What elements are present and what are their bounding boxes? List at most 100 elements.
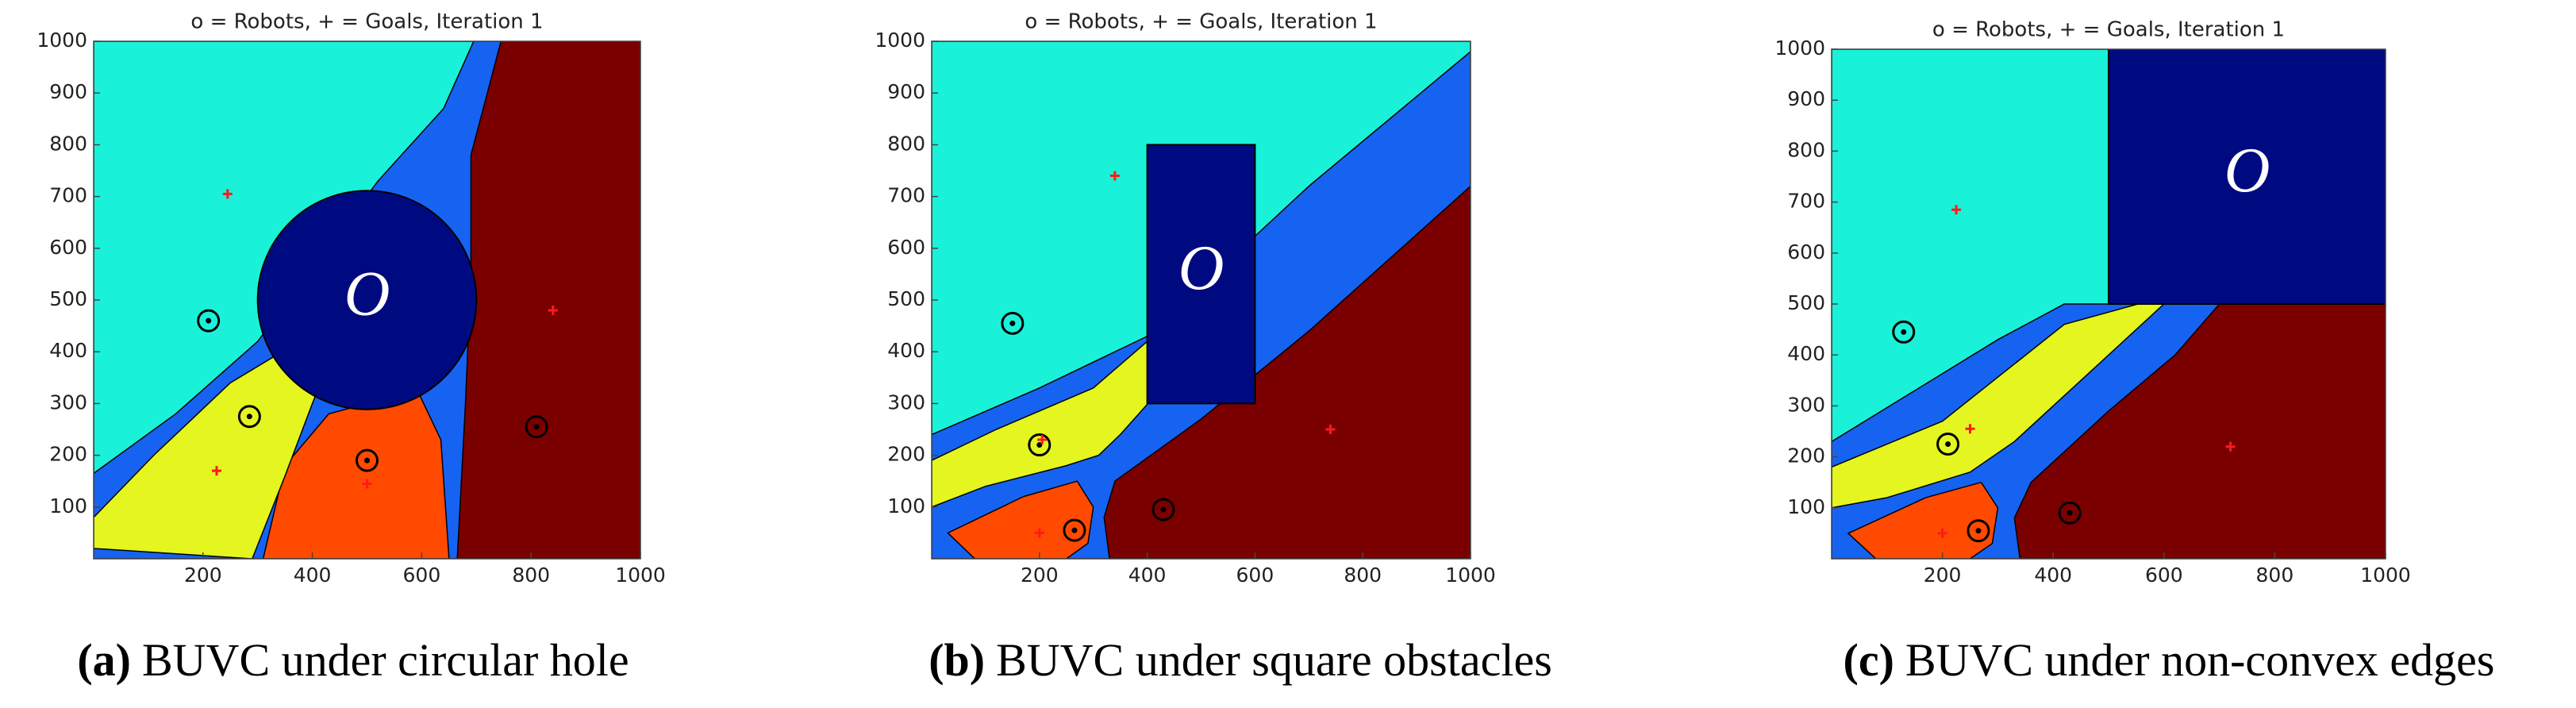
region bbox=[1847, 481, 1999, 559]
y-tick-label: 100 bbox=[887, 494, 925, 518]
y-tick-label: 500 bbox=[887, 287, 925, 310]
y-tick-label: 300 bbox=[1787, 393, 1825, 416]
region bbox=[947, 480, 1094, 559]
x-tick-label: 1000 bbox=[1445, 564, 1496, 587]
y-tick-label: 100 bbox=[49, 494, 87, 518]
robot-dot bbox=[206, 317, 212, 324]
region bbox=[1832, 293, 2176, 509]
obstacle-label: O bbox=[344, 259, 390, 329]
y-tick-label: 900 bbox=[887, 80, 925, 103]
robot-ring bbox=[1001, 311, 1025, 335]
caption-label: (a) bbox=[77, 634, 131, 686]
y-tick-label: 300 bbox=[887, 391, 925, 414]
chart-title: o = Robots, + = Goals, Iteration 1 bbox=[1932, 18, 2285, 42]
robot-dot bbox=[1009, 320, 1016, 326]
robot-ring bbox=[2058, 501, 2082, 525]
goal-marker bbox=[222, 189, 233, 199]
robot-dot bbox=[1071, 527, 1078, 533]
robot-ring bbox=[525, 415, 548, 439]
caption-label: (b) bbox=[929, 634, 985, 686]
obstacle bbox=[2108, 49, 2386, 305]
robot-marker bbox=[525, 415, 548, 439]
y-tick-label: 300 bbox=[49, 391, 87, 414]
robot-ring bbox=[356, 448, 379, 472]
caption-text: BUVC under square obstacles bbox=[996, 634, 1552, 686]
y-tick-label: 500 bbox=[49, 287, 87, 310]
caption: (b) BUVC under square obstacles bbox=[929, 634, 1552, 686]
goal-marker bbox=[2225, 441, 2236, 452]
x-tick-label: 400 bbox=[2034, 564, 2072, 587]
chart-title: o = Robots, + = Goals, Iteration 1 bbox=[190, 10, 543, 34]
y-tick-label: 800 bbox=[1787, 138, 1825, 161]
y-tick-label: 1000 bbox=[1774, 37, 1825, 60]
goal-marker bbox=[1965, 424, 1975, 434]
obstacle-label: O bbox=[2224, 136, 2270, 206]
robot-marker bbox=[1936, 433, 1960, 456]
robot-ring bbox=[1936, 433, 1960, 456]
caption: (c) BUVC under non-convex edges bbox=[1844, 634, 2495, 686]
y-tick-label: 700 bbox=[1787, 190, 1825, 213]
robot-dot bbox=[533, 424, 540, 430]
plot-area bbox=[932, 41, 1471, 559]
robot-ring bbox=[1152, 498, 1175, 521]
y-tick-label: 900 bbox=[1787, 87, 1825, 110]
robot-marker bbox=[2058, 501, 2082, 525]
robot-marker bbox=[1967, 519, 1990, 543]
y-tick-label: 200 bbox=[1787, 444, 1825, 468]
robot-dot bbox=[1975, 528, 1982, 534]
robot-dot bbox=[364, 457, 370, 464]
robot-marker bbox=[1028, 433, 1052, 457]
goal-marker bbox=[548, 306, 558, 316]
goal-marker bbox=[362, 479, 372, 489]
panel: O 200 400 600 800 1000 100 200 300 400 500 600 700 80… bbox=[1774, 18, 2494, 687]
robot-marker bbox=[237, 405, 261, 429]
robot-dot bbox=[1160, 506, 1167, 513]
x-tick-label: 1000 bbox=[2360, 564, 2411, 587]
y-tick-label: 600 bbox=[1787, 240, 1825, 264]
robot-ring bbox=[1892, 320, 1916, 344]
x-tick-label: 400 bbox=[1128, 564, 1167, 587]
x-tick-label: 800 bbox=[1344, 564, 1382, 587]
y-tick-label: 600 bbox=[887, 236, 925, 259]
y-tick-label: 100 bbox=[1787, 495, 1825, 518]
caption-label: (c) bbox=[1844, 634, 1894, 686]
robot-ring bbox=[1967, 519, 1990, 543]
region bbox=[932, 340, 1154, 508]
goal-marker bbox=[1325, 425, 1336, 434]
robot-marker bbox=[1892, 320, 1916, 344]
plot-area bbox=[1832, 49, 2386, 559]
x-tick-label: 600 bbox=[2145, 564, 2183, 587]
y-tick-label: 1000 bbox=[37, 29, 87, 52]
panel: O 200 400 600 800 1000 100 200 300 400 500 600 700 80… bbox=[37, 10, 665, 687]
robot-dot bbox=[1036, 442, 1043, 448]
goal-marker bbox=[1037, 435, 1048, 445]
x-tick-label: 200 bbox=[1924, 564, 1962, 587]
x-tick-label: 800 bbox=[2256, 564, 2294, 587]
goal-marker bbox=[212, 466, 222, 476]
robot-marker bbox=[1152, 498, 1175, 521]
robot-dot bbox=[246, 414, 252, 420]
caption-text: BUVC under circular hole bbox=[142, 634, 629, 686]
obstacle bbox=[256, 190, 478, 410]
robot-marker bbox=[197, 309, 221, 333]
robot-ring bbox=[197, 309, 221, 333]
x-tick-label: 200 bbox=[1021, 564, 1059, 587]
robot-ring bbox=[237, 405, 261, 429]
x-tick-label: 400 bbox=[294, 564, 332, 587]
y-tick-label: 200 bbox=[887, 443, 925, 466]
y-tick-label: 800 bbox=[49, 132, 87, 155]
y-tick-label: 400 bbox=[1787, 342, 1825, 365]
y-tick-label: 800 bbox=[887, 132, 925, 155]
x-tick-label: 1000 bbox=[615, 564, 666, 587]
goal-marker bbox=[1034, 528, 1044, 538]
region bbox=[456, 41, 640, 559]
goal-marker bbox=[1937, 528, 1947, 538]
y-tick-label: 700 bbox=[49, 184, 87, 207]
y-tick-label: 600 bbox=[49, 236, 87, 259]
y-tick-label: 500 bbox=[1787, 291, 1825, 314]
y-tick-label: 400 bbox=[49, 339, 87, 362]
robot-dot bbox=[1945, 441, 1951, 448]
panel: O 200 400 600 800 1000 100 200 300 400 500 600 700 80… bbox=[875, 10, 1551, 687]
region bbox=[2013, 303, 2386, 559]
y-tick-label: 200 bbox=[49, 443, 87, 466]
